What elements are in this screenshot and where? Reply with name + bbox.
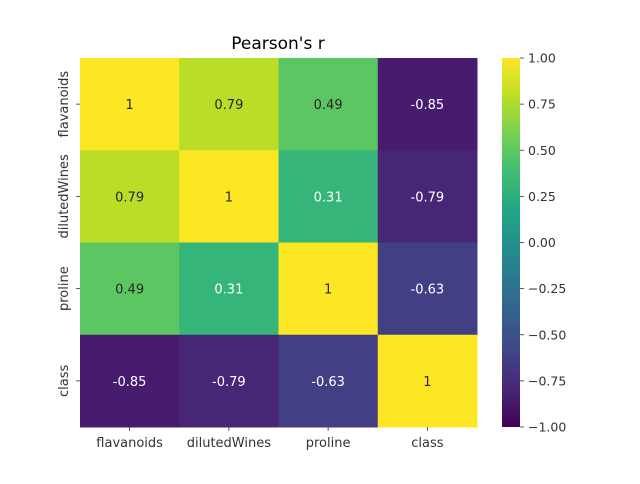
heatmap-cell: [377, 58, 478, 151]
heatmap-cell: [80, 150, 180, 243]
cell-value-label: 0.79: [214, 98, 243, 113]
cell-value-label: -0.63: [311, 375, 345, 390]
heatmap-cell: [278, 150, 379, 243]
cell-value-label: 0.31: [314, 190, 343, 205]
colorbar-tick-label: 0.00: [528, 235, 556, 250]
colorbar-tick-label: −0.25: [528, 281, 566, 296]
x-axis-tick-labels: flavanoids dilutedWines proline class: [96, 427, 444, 451]
colorbar: 1.00 0.75 0.50 0.25 0.00 −0.25 −0.50 −0.75 −1.00: [502, 51, 566, 435]
cell-value-label: -0.63: [411, 283, 445, 298]
heatmap-cell: [278, 242, 379, 336]
colorbar-tick-label: −1.00: [528, 420, 566, 435]
cell-value-label: 0.49: [115, 283, 144, 298]
cell-value-label: 1: [324, 283, 332, 298]
x-tick-label: flavanoids: [96, 436, 163, 451]
colorbar-tick-label: −0.75: [528, 373, 566, 388]
chart-title: Pearson's r: [231, 34, 324, 54]
heatmap-cell: [80, 242, 180, 336]
heatmap-cells: 1 0.79 0.49 -0.85 0.79 1 0.31 -0.79 0.49 0.31 1 -0.…: [80, 58, 478, 428]
y-axis-tick-labels: flavanoids dilutedWines proline class: [57, 71, 80, 397]
y-tick-label: proline: [57, 266, 72, 311]
y-tick-label: class: [57, 365, 72, 397]
heatmap-cell: [80, 334, 180, 428]
heatmap-cell: [377, 242, 478, 336]
heatmap-cell: [179, 334, 279, 428]
heatmap-cell: [179, 150, 279, 243]
y-tick-label: flavanoids: [57, 71, 72, 138]
colorbar-tick-label: −0.50: [528, 327, 566, 342]
cell-value-label: 1: [423, 375, 431, 390]
heatmap-cell: [377, 150, 478, 243]
x-tick-label: proline: [306, 436, 351, 451]
cell-value-label: 1: [225, 190, 233, 205]
heatmap-cell: [278, 58, 379, 151]
heatmap-cell: [278, 334, 379, 428]
cell-value-label: -0.79: [212, 375, 246, 390]
cell-value-label: -0.85: [113, 375, 147, 390]
colorbar-gradient: [502, 58, 520, 427]
heatmap-cell: [179, 58, 279, 151]
cell-value-label: 0.79: [115, 190, 144, 205]
heatmap-cell: [377, 334, 478, 428]
cell-value-label: 0.49: [314, 98, 343, 113]
cell-value-label: -0.85: [411, 98, 445, 113]
colorbar-tick-label: 0.50: [528, 143, 556, 158]
cell-value-label: 1: [125, 98, 133, 113]
heatmap-cell: [80, 58, 180, 151]
colorbar-tick-label: 0.75: [528, 97, 556, 112]
cell-value-label: 0.31: [214, 283, 243, 298]
x-tick-label: dilutedWines: [187, 436, 271, 451]
cell-value-label: -0.79: [411, 190, 445, 205]
y-tick-label: dilutedWines: [57, 154, 72, 238]
colorbar-tick-label: 0.25: [528, 189, 556, 204]
colorbar-tick-label: 1.00: [528, 51, 556, 66]
heatmap-cell: [179, 242, 279, 336]
x-tick-label: class: [411, 436, 443, 451]
